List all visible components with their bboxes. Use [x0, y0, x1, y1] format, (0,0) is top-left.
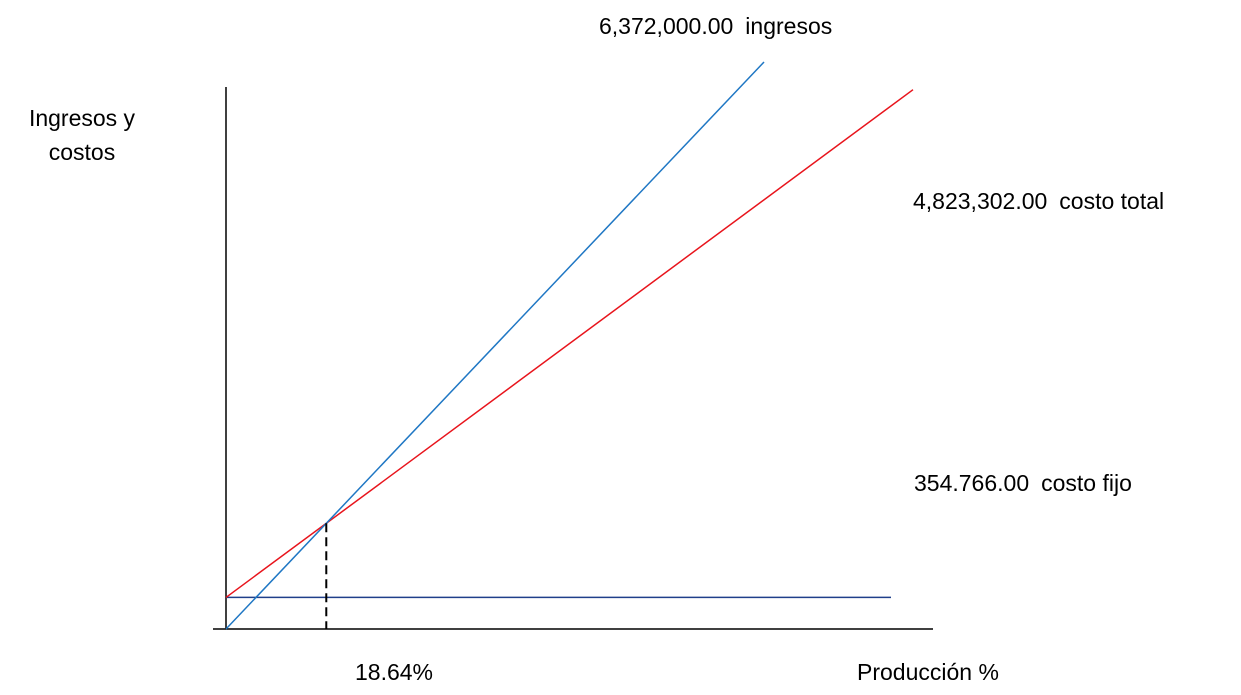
costo-total-value-label: 4,823,302.00 [913, 188, 1048, 214]
x-axis-label: Producción % [857, 659, 999, 685]
costo-fijo-series-name: costo fijo [1041, 470, 1132, 496]
y-axis-label: Ingresos y costos [28, 105, 136, 165]
ingresos-line [225, 61, 765, 630]
costo-total-end-label: 4,823,302.00 costo total [913, 187, 1164, 215]
break-even-label: 18.64% [355, 659, 434, 685]
ingresos-value-label: 6,372,000.00 [599, 13, 734, 39]
ingresos-end-label: 6,372,000.00 ingresos [599, 12, 832, 40]
costo-fijo-end-label: 354.766.00 costo fijo [914, 469, 1132, 497]
costo-total-line [225, 89, 914, 599]
costo-total-series-name: costo total [1059, 188, 1165, 214]
costo-fijo-value-label: 354.766.00 [914, 470, 1030, 496]
ingresos-series-name: ingresos [745, 13, 833, 39]
